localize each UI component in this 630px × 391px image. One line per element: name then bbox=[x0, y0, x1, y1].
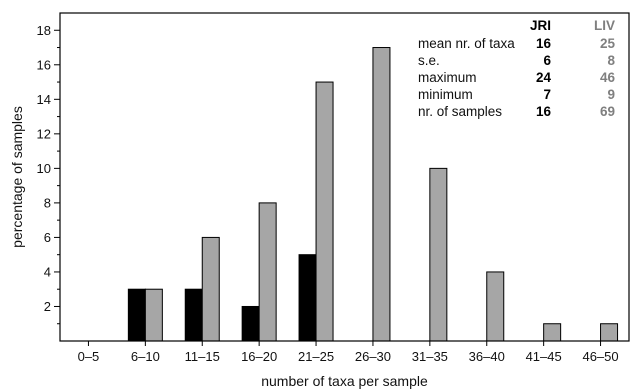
stats-row-label: mean nr. of taxa bbox=[418, 36, 515, 51]
stats-value-jri: 24 bbox=[536, 70, 552, 85]
x-tick-label: 41–45 bbox=[526, 349, 562, 364]
y-tick-label: 12 bbox=[37, 126, 51, 141]
bar-liv-2 bbox=[201, 236, 220, 342]
legend-header-liv: LIV bbox=[594, 18, 615, 33]
x-tick-label: 6–10 bbox=[131, 349, 160, 364]
x-tick-label: 36–40 bbox=[469, 349, 505, 364]
stats-value-jri: 16 bbox=[536, 36, 552, 51]
stats-row-label: minimum bbox=[418, 87, 473, 102]
y-tick-label: 16 bbox=[37, 57, 51, 72]
bar-jri-2 bbox=[184, 288, 203, 342]
bar-liv-4 bbox=[315, 81, 334, 342]
x-axis-title: number of taxa per sample bbox=[261, 373, 428, 389]
y-tick-label: 18 bbox=[37, 23, 51, 38]
stats-table: JRI LIV mean nr. of taxa 16 25 s.e. 6 8 maximum 2… bbox=[418, 18, 615, 119]
stats-row-label: nr. of samples bbox=[418, 104, 502, 119]
stats-value-jri: 7 bbox=[543, 87, 551, 102]
plot-frame bbox=[59, 12, 630, 342]
stats-value-liv: 8 bbox=[607, 53, 615, 68]
stats-value-liv: 69 bbox=[600, 104, 615, 119]
stats-value-liv: 25 bbox=[600, 36, 616, 51]
y-tick-label: 4 bbox=[44, 264, 51, 279]
stats-row-label: s.e. bbox=[418, 53, 440, 68]
bar-jri-1 bbox=[127, 288, 146, 342]
stats-value-jri: 16 bbox=[536, 104, 552, 119]
y-tick-label: 14 bbox=[37, 92, 51, 107]
bar-liv-7 bbox=[486, 271, 505, 342]
bar-liv-5 bbox=[372, 47, 391, 342]
x-tick-label: 11–15 bbox=[185, 349, 220, 364]
bar-liv-3 bbox=[258, 202, 277, 342]
y-tick-label: 2 bbox=[44, 299, 51, 314]
stats-value-liv: 46 bbox=[600, 70, 616, 85]
x-tick-label: 26–30 bbox=[355, 349, 391, 364]
bar-jri-4 bbox=[298, 254, 317, 342]
x-tick-label: 0–5 bbox=[78, 349, 100, 364]
bars-layer bbox=[127, 47, 619, 342]
stats-value-jri: 6 bbox=[543, 53, 551, 68]
x-tick-label: 21–25 bbox=[298, 349, 334, 364]
bar-jri-3 bbox=[241, 305, 260, 342]
y-tick-label: 10 bbox=[37, 161, 51, 176]
y-tick-label: 6 bbox=[44, 230, 51, 245]
bar-liv-1 bbox=[144, 288, 163, 342]
x-tick-label: 16–20 bbox=[241, 349, 277, 364]
x-tick-label: 31–35 bbox=[412, 349, 448, 364]
y-axis-title: percentage of samples bbox=[9, 106, 25, 248]
stats-row-label: maximum bbox=[418, 70, 477, 85]
bar-liv-9 bbox=[600, 323, 619, 342]
legend-header-jri: JRI bbox=[530, 18, 551, 33]
stats-value-liv: 9 bbox=[607, 87, 615, 102]
bar-liv-8 bbox=[543, 323, 562, 342]
x-tick-label: 46–50 bbox=[582, 349, 618, 364]
bar-liv-6 bbox=[429, 167, 448, 342]
y-tick-label: 8 bbox=[44, 195, 51, 210]
